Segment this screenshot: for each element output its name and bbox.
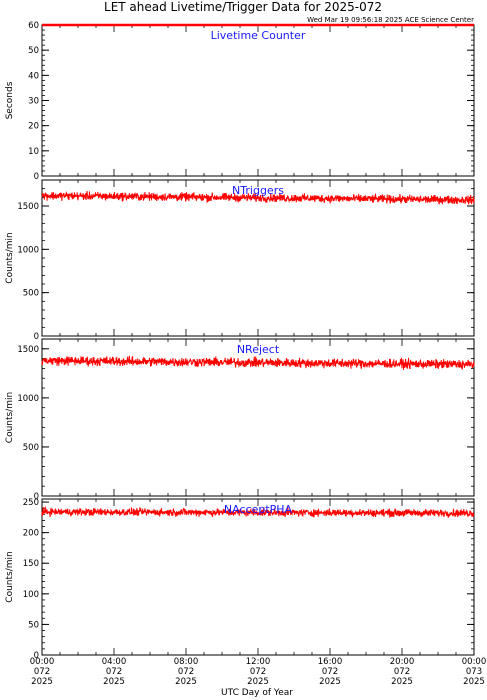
x-tick-label: 2025 [391,677,413,687]
y-tick-label: 0 [34,492,39,502]
chart-title: LET ahead Livetime/Trigger Data for 2025… [104,0,382,14]
x-tick-label: 16:00 [318,657,343,667]
y-tick-label: 20 [28,122,39,132]
y-tick-label: 50 [28,620,39,630]
x-tick-label: 08:00 [174,657,199,667]
x-tick-label: 072 [178,667,194,677]
panel-title: NReject [237,343,280,356]
x-tick-label: 12:00 [246,657,271,667]
y-tick-label: 0 [34,332,39,342]
panel-title: NAcceptPHA [224,503,293,516]
x-tick-label: 00:00 [30,657,55,667]
x-tick-label: 072 [106,667,122,677]
panel-3: 0 500 1000 1500 Counts/min NReject [5,338,475,502]
y-tick-label: 40 [28,71,39,81]
x-tick-label: 04:00 [102,657,127,667]
y-tick-label: 250 [23,498,39,508]
y-tick-label: 0 [34,172,39,182]
y-tick-label: 500 [23,289,39,299]
y-tick-label: 150 [23,559,39,569]
series-line [41,190,475,205]
y-axis-label: Counts/min [5,392,15,443]
x-tick-label: 072 [250,667,266,677]
x-tick-label: 072 [34,667,50,677]
panel-frame [41,498,475,656]
x-tick-label: 2025 [463,677,485,687]
x-tick-label: 2025 [247,677,269,687]
x-tick-label: 20:00 [390,657,415,667]
series-line [41,505,475,519]
y-tick-label: 1500 [17,202,39,212]
y-tick-label: 1500 [17,345,39,355]
x-axis-label: UTC Day of Year [221,688,293,698]
panel-frame [41,179,475,337]
y-tick-label: 1000 [17,394,39,404]
x-tick-label: 2025 [319,677,341,687]
y-tick-label: 50 [28,46,39,56]
x-tick-label: 2025 [175,677,197,687]
y-tick-label: 60 [28,21,39,31]
x-tick-label: 2025 [31,677,53,687]
y-tick-label: 500 [23,443,39,453]
y-axis-label: Counts/min [5,551,15,602]
y-tick-label: 200 [23,529,39,539]
y-axis-label: Seconds [5,81,15,119]
y-tick-label: 0 [34,651,39,661]
x-axis: 00:00072202504:00072202508:00072202512:0… [30,657,487,687]
panel-2: 0 500 1000 1500 Counts/min NTriggers [5,179,475,342]
panel-1: 0 10 20 30 40 50 60 Seconds Livetime Counter [5,21,475,182]
x-tick-label: 2025 [103,677,125,687]
y-tick-label: 1000 [17,245,39,255]
panel-4: 0 50 100 150 200 250 Counts/min NAcceptPHA [5,498,475,661]
panel-title: Livetime Counter [211,29,306,42]
x-tick-label: 073 [466,667,482,677]
panel-title: NTriggers [232,184,284,197]
x-tick-label: 072 [322,667,338,677]
x-tick-label: 072 [394,667,410,677]
series-line [41,355,475,370]
y-tick-label: 30 [28,97,39,107]
y-tick-label: 100 [23,590,39,600]
y-tick-label: 10 [28,147,39,157]
x-tick-label: 00:00 [462,657,487,667]
y-axis-label: Counts/min [5,232,15,283]
panel-frame [41,24,475,177]
timestamp: Wed Mar 19 09:56:18 2025 ACE Science Cen… [307,16,474,24]
